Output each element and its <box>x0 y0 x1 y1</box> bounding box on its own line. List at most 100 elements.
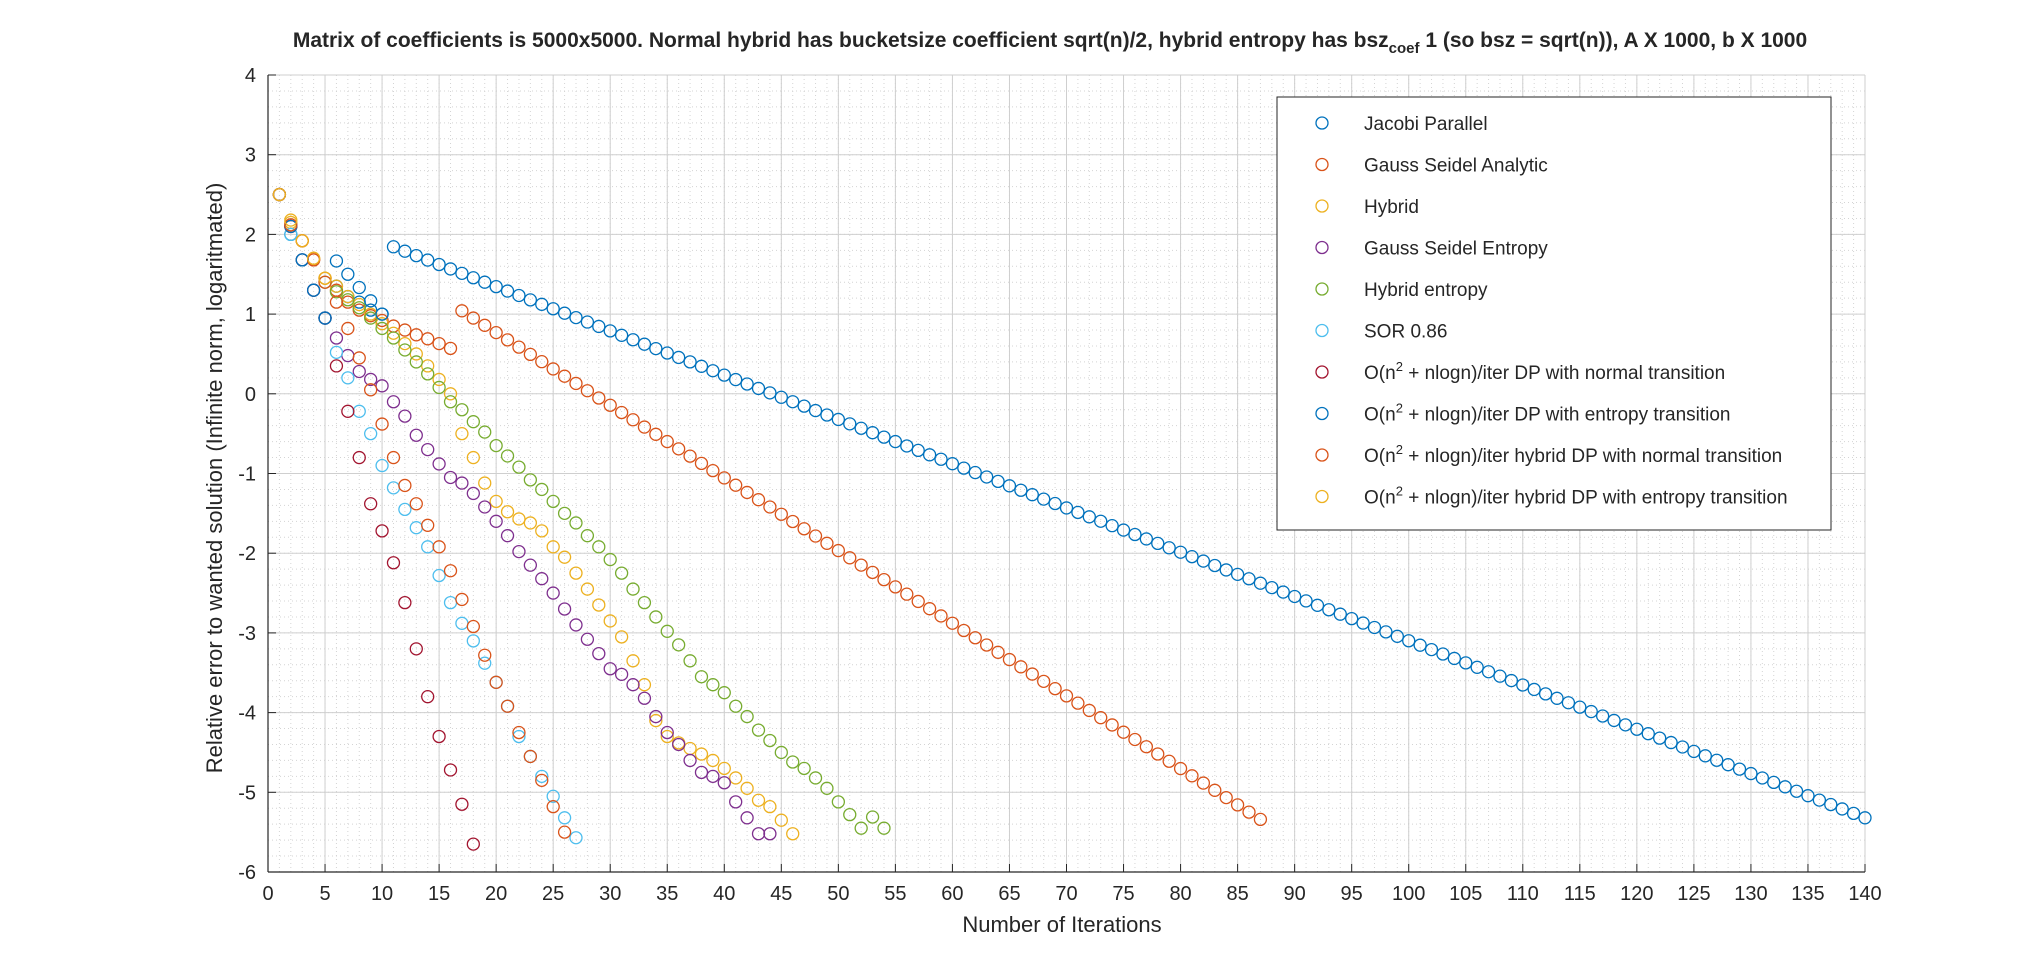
data-point <box>295 234 309 248</box>
data-point <box>569 831 583 845</box>
legend-item: O(n2 + nlogn)/iter hybrid DP with entrop… <box>1315 484 1788 509</box>
data-point <box>1162 754 1176 768</box>
data-point <box>489 514 503 528</box>
data-point <box>843 417 857 431</box>
data-point <box>614 405 629 420</box>
data-points <box>272 187 1872 851</box>
data-point <box>1242 805 1256 819</box>
data-point <box>329 331 344 345</box>
data-point <box>523 347 538 362</box>
data-point <box>1173 761 1188 776</box>
x-tick-label: 30 <box>599 883 621 905</box>
data-point <box>740 709 754 724</box>
data-point <box>1173 545 1188 559</box>
data-point <box>489 494 503 509</box>
data-point <box>614 328 629 342</box>
data-point <box>945 616 960 630</box>
data-point <box>1767 775 1781 790</box>
data-point <box>854 558 868 572</box>
data-point <box>364 372 378 387</box>
data-point <box>1710 753 1724 767</box>
x-axis-label: Number of Iterations <box>962 912 1161 937</box>
data-point <box>1299 594 1313 608</box>
data-point <box>808 403 823 418</box>
data-point <box>329 295 344 309</box>
data-point <box>443 387 458 401</box>
data-point <box>1002 652 1017 667</box>
data-point <box>421 518 435 532</box>
data-point <box>512 544 526 559</box>
data-point <box>512 512 526 526</box>
data-point <box>580 384 595 398</box>
x-tick-label: 80 <box>1169 883 1191 905</box>
data-point <box>1185 769 1199 783</box>
data-point <box>512 288 526 303</box>
data-point <box>364 311 378 325</box>
data-point <box>820 781 834 795</box>
data-point <box>1345 611 1359 626</box>
legend-marker <box>1315 365 1329 379</box>
data-point <box>922 602 937 616</box>
x-tick-label: 20 <box>485 883 507 905</box>
data-point <box>455 797 469 811</box>
data-point <box>660 434 674 449</box>
data-point <box>489 279 503 294</box>
data-point <box>329 285 344 299</box>
data-point <box>272 187 287 202</box>
data-point <box>1687 744 1701 759</box>
data-point <box>352 351 366 365</box>
legend-box <box>1276 96 1832 531</box>
data-point <box>1071 696 1085 710</box>
data-point <box>386 556 401 570</box>
legend-item: Hybrid <box>1315 197 1419 218</box>
legend-label: Jacobi Parallel <box>1364 114 1488 135</box>
data-point <box>1128 732 1142 747</box>
series-4 <box>318 275 891 835</box>
data-point <box>672 442 686 456</box>
data-point <box>455 426 469 441</box>
data-point <box>592 319 606 334</box>
data-point <box>740 811 754 825</box>
data-point <box>478 275 492 289</box>
data-point <box>500 529 515 543</box>
data-point <box>1675 740 1690 754</box>
data-point <box>763 500 777 514</box>
series-0 <box>272 187 1872 825</box>
x-tick-label: 130 <box>1734 883 1767 905</box>
data-point <box>843 807 857 822</box>
legend: Jacobi Parallel Gauss Seidel Analytic Hybr… <box>1276 96 1832 531</box>
data-point <box>957 623 971 638</box>
data-point <box>1276 585 1290 599</box>
data-point <box>1846 806 1861 821</box>
data-point <box>443 470 458 485</box>
data-point <box>523 516 538 530</box>
data-point <box>706 463 720 478</box>
data-point <box>865 810 880 824</box>
data-point <box>512 460 526 474</box>
data-point <box>706 678 720 692</box>
data-point <box>1481 665 1496 679</box>
data-point <box>1139 740 1153 754</box>
data-point <box>421 367 435 381</box>
data-point <box>1230 798 1245 812</box>
data-point <box>284 227 298 242</box>
data-point <box>763 733 777 748</box>
data-point <box>306 251 321 265</box>
data-point <box>386 331 401 345</box>
data-point <box>432 457 446 471</box>
data-point <box>649 713 663 728</box>
data-point <box>1356 616 1370 630</box>
data-point <box>398 343 412 357</box>
data-point <box>774 745 788 760</box>
data-point <box>512 729 526 744</box>
data-point <box>957 461 971 475</box>
legend-marker <box>1315 448 1329 462</box>
x-tick-label: 110 <box>1507 883 1539 905</box>
data-point <box>683 753 697 768</box>
data-point <box>729 478 743 492</box>
legend-marker <box>1315 282 1329 296</box>
data-point <box>455 403 469 417</box>
legend-marker <box>1315 240 1329 255</box>
data-point <box>1744 766 1758 781</box>
